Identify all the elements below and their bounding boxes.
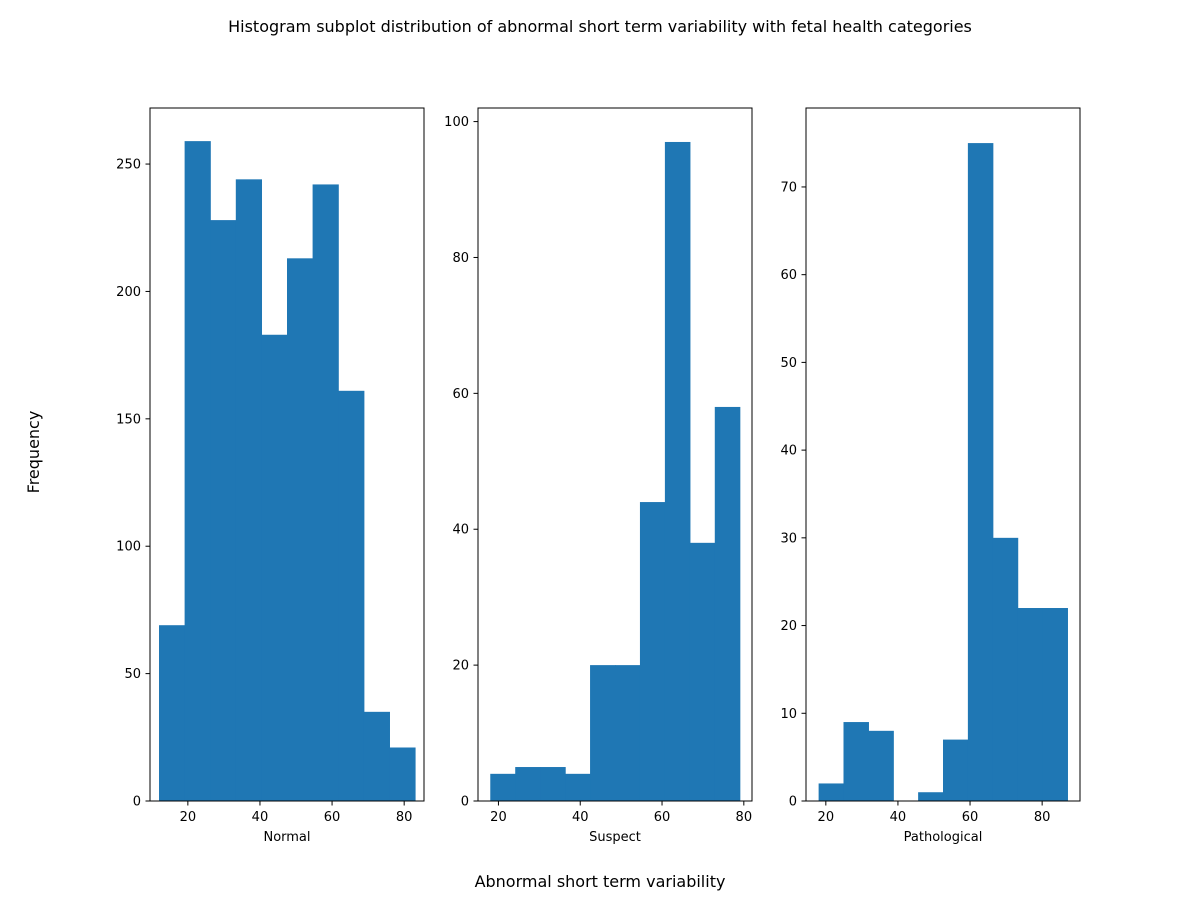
- normal-axes-frame: [149, 107, 425, 802]
- suspect-bar-1: [515, 767, 541, 801]
- normal-bar-6: [312, 184, 339, 801]
- pathological-bar-0: [818, 783, 845, 801]
- normal-xtick-label-2: 60: [324, 810, 341, 825]
- pathological-ytick-label-4: 40: [780, 444, 797, 459]
- pathological-axes-frame: [805, 107, 1081, 802]
- suspect-xtick-label-3: 80: [736, 810, 753, 825]
- figure-title: Histogram subplot distribution of abnorm…: [228, 17, 972, 36]
- figure-ylabel: Frequency: [24, 411, 43, 494]
- normal-xtick-label-0: 20: [180, 810, 197, 825]
- normal-ytick-label-0: 0: [133, 795, 141, 810]
- pathological-bar-5: [943, 739, 969, 801]
- pathological-ytick-label-0: 0: [789, 795, 797, 810]
- pathological-bar-2: [868, 730, 894, 801]
- normal-bar-2: [210, 220, 237, 802]
- pathological-bar-7: [992, 537, 1019, 801]
- pathological-ytick-label-2: 20: [780, 619, 797, 634]
- suspect-ytick-label-0: 0: [461, 795, 469, 810]
- suspect-xtick-label-0: 20: [490, 810, 507, 825]
- suspect-ytick-label-2: 40: [452, 523, 469, 538]
- pathological-bar-9: [1042, 608, 1068, 801]
- subplot-normal: 20 40 60 80 0 50 100 150 200 250 Normal: [116, 107, 425, 845]
- subplot-suspect: 20 40 60 80 0 20 40 60 80 100 Suspect: [444, 107, 753, 845]
- normal-bar-7: [338, 390, 365, 801]
- suspect-bar-6: [639, 502, 666, 801]
- suspect-ytick-label-1: 20: [452, 659, 469, 674]
- suspect-bar-9: [714, 406, 741, 801]
- suspect-bar-5: [615, 665, 641, 801]
- normal-bar-1: [184, 141, 211, 801]
- pathological-bar-4: [918, 792, 944, 801]
- suspect-bar-7: [664, 141, 691, 801]
- pathological-bar-1: [843, 722, 869, 801]
- normal-xtick-label-1: 40: [252, 810, 269, 825]
- pathological-xtick-label-0: 20: [818, 810, 835, 825]
- normal-ytick-label-2: 100: [116, 540, 141, 555]
- pathological-ytick-label-1: 10: [780, 707, 797, 722]
- normal-bar-4: [261, 334, 288, 801]
- normal-ytick-label-4: 200: [116, 285, 141, 300]
- normal-bar-3: [235, 179, 263, 801]
- suspect-xtick-label-2: 60: [654, 810, 671, 825]
- normal-xlabel: Normal: [263, 830, 310, 845]
- pathological-ytick-label-6: 60: [780, 268, 797, 283]
- normal-bar-0: [159, 625, 186, 801]
- suspect-ytick-label-4: 80: [452, 251, 469, 266]
- normal-ytick-label-5: 250: [116, 158, 141, 173]
- suspect-bar-3: [565, 773, 591, 801]
- normal-xtick-label-3: 80: [396, 810, 413, 825]
- suspect-bar-2: [540, 767, 566, 801]
- subplot-pathological: 20 40 60 80 0 10 20 30 40 50 60 70 Pathological: [780, 107, 1081, 845]
- pathological-xtick-label-3: 80: [1034, 810, 1051, 825]
- pathological-xtick-label-2: 60: [962, 810, 979, 825]
- suspect-bar-4: [590, 665, 616, 801]
- suspect-ytick-label-3: 60: [452, 387, 469, 402]
- pathological-ytick-label-7: 70: [780, 180, 797, 195]
- normal-bar-5: [287, 258, 314, 802]
- pathological-xtick-label-1: 40: [890, 810, 907, 825]
- suspect-xlabel: Suspect: [589, 830, 641, 845]
- normal-ytick-label-1: 50: [124, 667, 141, 682]
- suspect-bar-0: [490, 773, 516, 801]
- suspect-bar-8: [689, 542, 716, 801]
- pathological-bar-8: [1017, 608, 1044, 801]
- normal-ytick-label-3: 150: [116, 412, 141, 427]
- normal-bar-8: [363, 711, 390, 801]
- pathological-xlabel: Pathological: [904, 830, 983, 845]
- pathological-ytick-label-3: 30: [780, 531, 797, 546]
- pathological-ytick-label-5: 50: [780, 356, 797, 371]
- suspect-xtick-label-1: 40: [572, 810, 589, 825]
- suspect-axes-frame: [477, 107, 753, 802]
- suspect-ytick-label-5: 100: [444, 115, 469, 130]
- normal-bar-9: [389, 747, 416, 801]
- figure-xlabel: Abnormal short term variability: [475, 872, 726, 891]
- pathological-bar-6: [967, 143, 994, 801]
